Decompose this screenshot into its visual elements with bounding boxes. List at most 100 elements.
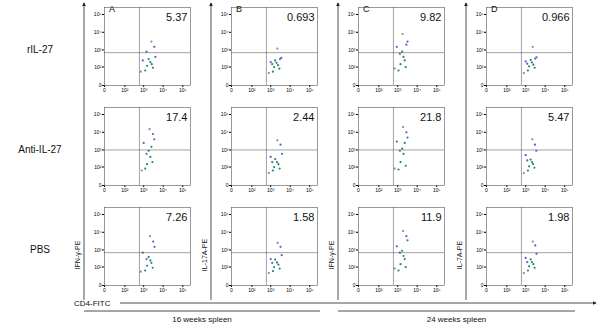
svg-text:11.9: 11.9	[421, 211, 442, 223]
svg-text:0.693: 0.693	[287, 11, 315, 23]
svg-text:10⁵: 10⁵	[433, 87, 441, 93]
svg-text:10²: 10²	[476, 64, 484, 70]
svg-text:10³: 10³	[522, 187, 530, 193]
svg-text:10⁵: 10⁵	[348, 111, 356, 117]
svg-text:0: 0	[353, 182, 356, 188]
svg-text:0: 0	[99, 82, 102, 88]
svg-text:10⁴: 10⁴	[94, 229, 102, 235]
svg-text:0: 0	[485, 187, 488, 193]
svg-text:24 weeks spleen: 24 weeks spleen	[427, 315, 487, 324]
svg-text:10²: 10²	[476, 264, 484, 270]
svg-text:0: 0	[103, 287, 106, 293]
svg-text:10⁵: 10⁵	[94, 111, 102, 117]
svg-text:A: A	[109, 4, 115, 14]
svg-text:0: 0	[230, 187, 233, 193]
svg-text:10⁵: 10⁵	[561, 287, 569, 293]
svg-text:10⁴: 10⁴	[541, 87, 549, 93]
svg-text:10⁴: 10⁴	[413, 187, 421, 193]
svg-text:B: B	[236, 4, 242, 14]
svg-text:10⁴: 10⁴	[221, 229, 229, 235]
svg-text:10⁵: 10⁵	[306, 87, 314, 93]
svg-text:10³: 10³	[140, 287, 148, 293]
svg-text:0: 0	[103, 187, 106, 193]
svg-text:10⁵: 10⁵	[348, 11, 356, 17]
svg-text:PBS: PBS	[30, 244, 50, 255]
svg-text:10²: 10²	[375, 287, 383, 293]
svg-text:10⁵: 10⁵	[348, 211, 356, 217]
svg-text:1.58: 1.58	[293, 211, 314, 223]
svg-text:10⁴: 10⁴	[94, 129, 102, 135]
svg-text:10⁴: 10⁴	[541, 187, 549, 193]
svg-text:10³: 10³	[94, 147, 102, 153]
svg-text:10³: 10³	[394, 287, 402, 293]
svg-text:10²: 10²	[121, 187, 129, 193]
svg-text:10²: 10²	[121, 287, 129, 293]
svg-text:10³: 10³	[476, 147, 484, 153]
svg-text:10⁴: 10⁴	[348, 29, 356, 35]
svg-text:10³: 10³	[476, 247, 484, 253]
svg-text:0: 0	[481, 182, 484, 188]
svg-text:0: 0	[353, 282, 356, 288]
svg-text:10⁵: 10⁵	[433, 287, 441, 293]
svg-text:10²: 10²	[248, 187, 256, 193]
svg-text:0: 0	[99, 182, 102, 188]
svg-text:0: 0	[481, 82, 484, 88]
svg-text:10²: 10²	[503, 87, 511, 93]
svg-text:0: 0	[226, 82, 229, 88]
svg-text:10⁴: 10⁴	[476, 229, 484, 235]
svg-text:10⁴: 10⁴	[286, 187, 294, 193]
svg-text:CD4-FITC: CD4-FITC	[74, 299, 111, 308]
svg-text:10²: 10²	[94, 64, 102, 70]
svg-text:10²: 10²	[375, 87, 383, 93]
svg-text:0: 0	[226, 282, 229, 288]
svg-text:10²: 10²	[221, 64, 229, 70]
svg-text:0: 0	[99, 282, 102, 288]
svg-text:IFN-γ-PE: IFN-γ-PE	[74, 240, 82, 269]
svg-text:7.26: 7.26	[166, 211, 187, 223]
svg-text:10⁵: 10⁵	[179, 187, 187, 193]
svg-text:10²: 10²	[121, 87, 129, 93]
svg-text:10⁵: 10⁵	[476, 211, 484, 217]
svg-text:10⁵: 10⁵	[221, 211, 229, 217]
svg-text:10⁵: 10⁵	[561, 187, 569, 193]
svg-text:0: 0	[357, 87, 360, 93]
svg-text:10²: 10²	[476, 164, 484, 170]
svg-text:16 weeks spleen: 16 weeks spleen	[172, 315, 232, 324]
svg-text:0: 0	[357, 287, 360, 293]
svg-text:10⁴: 10⁴	[348, 129, 356, 135]
svg-text:10⁵: 10⁵	[561, 87, 569, 93]
svg-text:10⁴: 10⁴	[221, 129, 229, 135]
svg-text:10⁵: 10⁵	[306, 287, 314, 293]
svg-text:10²: 10²	[94, 264, 102, 270]
svg-text:10⁵: 10⁵	[221, 11, 229, 17]
svg-text:10³: 10³	[394, 87, 402, 93]
svg-text:10³: 10³	[348, 147, 356, 153]
svg-text:10³: 10³	[221, 147, 229, 153]
svg-text:10⁴: 10⁴	[413, 87, 421, 93]
svg-text:IL-17A-PE: IL-17A-PE	[201, 239, 208, 272]
svg-text:0: 0	[230, 287, 233, 293]
svg-text:Anti-IL-27: Anti-IL-27	[18, 144, 62, 155]
svg-text:10⁵: 10⁵	[179, 87, 187, 93]
svg-text:0: 0	[357, 187, 360, 193]
svg-text:10³: 10³	[94, 47, 102, 53]
svg-text:10³: 10³	[476, 47, 484, 53]
svg-text:21.8: 21.8	[420, 111, 441, 123]
svg-text:10²: 10²	[503, 287, 511, 293]
svg-text:10⁵: 10⁵	[221, 111, 229, 117]
svg-text:0.966: 0.966	[542, 11, 570, 23]
svg-text:10²: 10²	[248, 87, 256, 93]
svg-text:5.47: 5.47	[548, 111, 569, 123]
svg-text:IFN-γ-PE: IFN-γ-PE	[328, 240, 336, 269]
svg-text:0: 0	[485, 287, 488, 293]
svg-text:0: 0	[103, 87, 106, 93]
svg-text:10³: 10³	[267, 187, 275, 193]
svg-text:5.37: 5.37	[166, 11, 187, 23]
svg-text:10⁵: 10⁵	[94, 11, 102, 17]
svg-text:10⁴: 10⁴	[159, 287, 167, 293]
svg-text:10⁵: 10⁵	[179, 287, 187, 293]
svg-text:IL-7A-PE: IL-7A-PE	[456, 240, 463, 269]
svg-text:0: 0	[481, 282, 484, 288]
svg-text:10²: 10²	[348, 164, 356, 170]
svg-text:10²: 10²	[503, 187, 511, 193]
